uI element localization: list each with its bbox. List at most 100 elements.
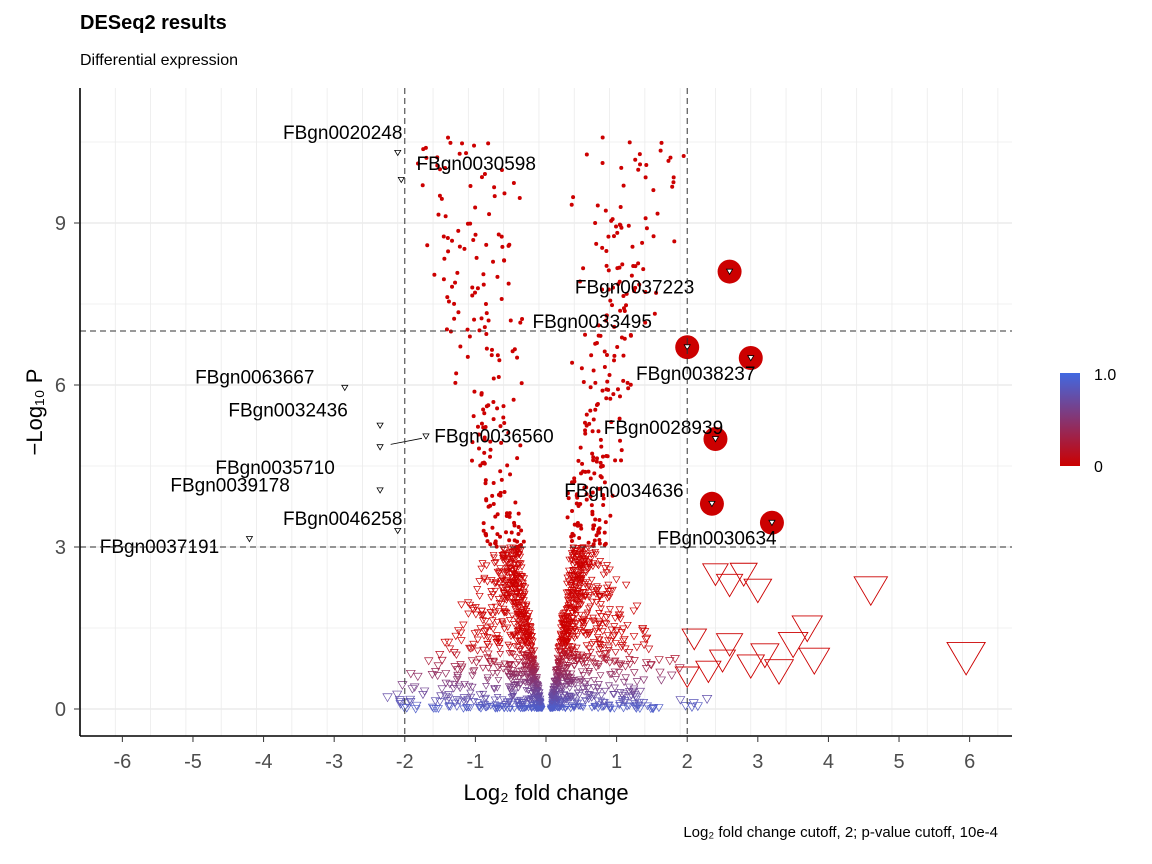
point — [474, 703, 483, 711]
point — [486, 660, 495, 668]
point — [511, 631, 519, 638]
point-significant — [607, 372, 612, 377]
point — [510, 600, 519, 607]
point — [579, 620, 588, 627]
point — [607, 671, 616, 679]
point — [486, 623, 495, 631]
point — [562, 589, 570, 596]
point — [571, 704, 579, 711]
chart-caption: Log₂ fold change cutoff, 2; p-value cuto… — [683, 824, 998, 841]
point — [556, 639, 564, 645]
point-significant — [636, 167, 641, 172]
point — [621, 581, 631, 589]
point-significant — [596, 530, 601, 535]
point-significant — [618, 438, 623, 443]
point — [641, 659, 651, 667]
point-significant — [507, 538, 512, 543]
point-significant — [619, 335, 624, 340]
point-significant — [671, 175, 676, 180]
point-significant — [445, 235, 450, 240]
point — [452, 696, 462, 704]
point — [566, 685, 574, 692]
point — [566, 621, 574, 628]
point — [405, 669, 416, 679]
point-significant — [604, 313, 609, 318]
point — [495, 645, 504, 652]
point — [468, 605, 477, 613]
point — [510, 706, 518, 713]
point-significant — [610, 493, 615, 498]
point — [450, 681, 459, 689]
point — [522, 695, 530, 702]
point — [440, 638, 450, 647]
point — [595, 620, 604, 628]
point — [489, 670, 497, 677]
point-significant — [651, 188, 656, 193]
point-significant — [499, 297, 504, 302]
point — [493, 568, 502, 576]
point-significant — [453, 380, 458, 385]
point — [570, 544, 578, 551]
point — [692, 702, 703, 712]
point-significant — [505, 463, 510, 468]
point — [566, 655, 574, 662]
point — [565, 652, 573, 659]
point-significant — [474, 255, 479, 260]
point — [612, 576, 621, 584]
point-significant — [628, 382, 633, 387]
point — [503, 592, 512, 600]
point-significant — [455, 270, 460, 275]
gene-label: FBgn0046258 — [283, 509, 402, 530]
point-significant — [594, 459, 599, 464]
x-tick-label: 4 — [823, 751, 834, 773]
point — [605, 593, 614, 601]
point — [533, 680, 540, 686]
point — [557, 704, 565, 711]
point — [602, 657, 611, 664]
highlight-point — [768, 519, 776, 527]
point — [480, 574, 489, 582]
point — [526, 652, 533, 659]
point — [583, 564, 592, 571]
point — [559, 611, 566, 618]
point — [494, 608, 503, 615]
point — [606, 588, 615, 595]
point — [533, 695, 540, 701]
point-significant — [520, 316, 525, 321]
point-significant — [597, 541, 602, 546]
point — [602, 654, 611, 662]
point — [459, 705, 468, 713]
point-significant — [592, 538, 597, 543]
point-significant — [641, 267, 646, 272]
point — [511, 689, 519, 696]
point-significant — [577, 502, 582, 507]
point-significant — [652, 311, 657, 316]
point-significant — [498, 469, 503, 474]
point — [501, 610, 509, 617]
point-significant — [482, 411, 487, 416]
point — [565, 698, 573, 705]
point-significant — [586, 469, 591, 474]
point — [476, 625, 485, 633]
point — [561, 627, 569, 634]
point — [588, 655, 596, 662]
point-large — [743, 578, 773, 604]
point — [602, 614, 611, 622]
point-significant — [625, 380, 630, 385]
point-significant — [448, 140, 453, 145]
point — [473, 699, 482, 707]
point-significant — [633, 285, 638, 290]
point — [491, 706, 500, 713]
point — [617, 696, 627, 704]
point — [577, 653, 585, 660]
x-tick-label: -1 — [466, 751, 484, 773]
point — [563, 574, 571, 581]
point-significant — [443, 214, 448, 219]
point — [562, 626, 570, 633]
point — [581, 698, 590, 705]
point-significant — [617, 265, 622, 270]
point-significant — [484, 242, 489, 247]
highlight-point — [341, 384, 349, 392]
point — [486, 609, 495, 616]
point — [584, 696, 593, 704]
